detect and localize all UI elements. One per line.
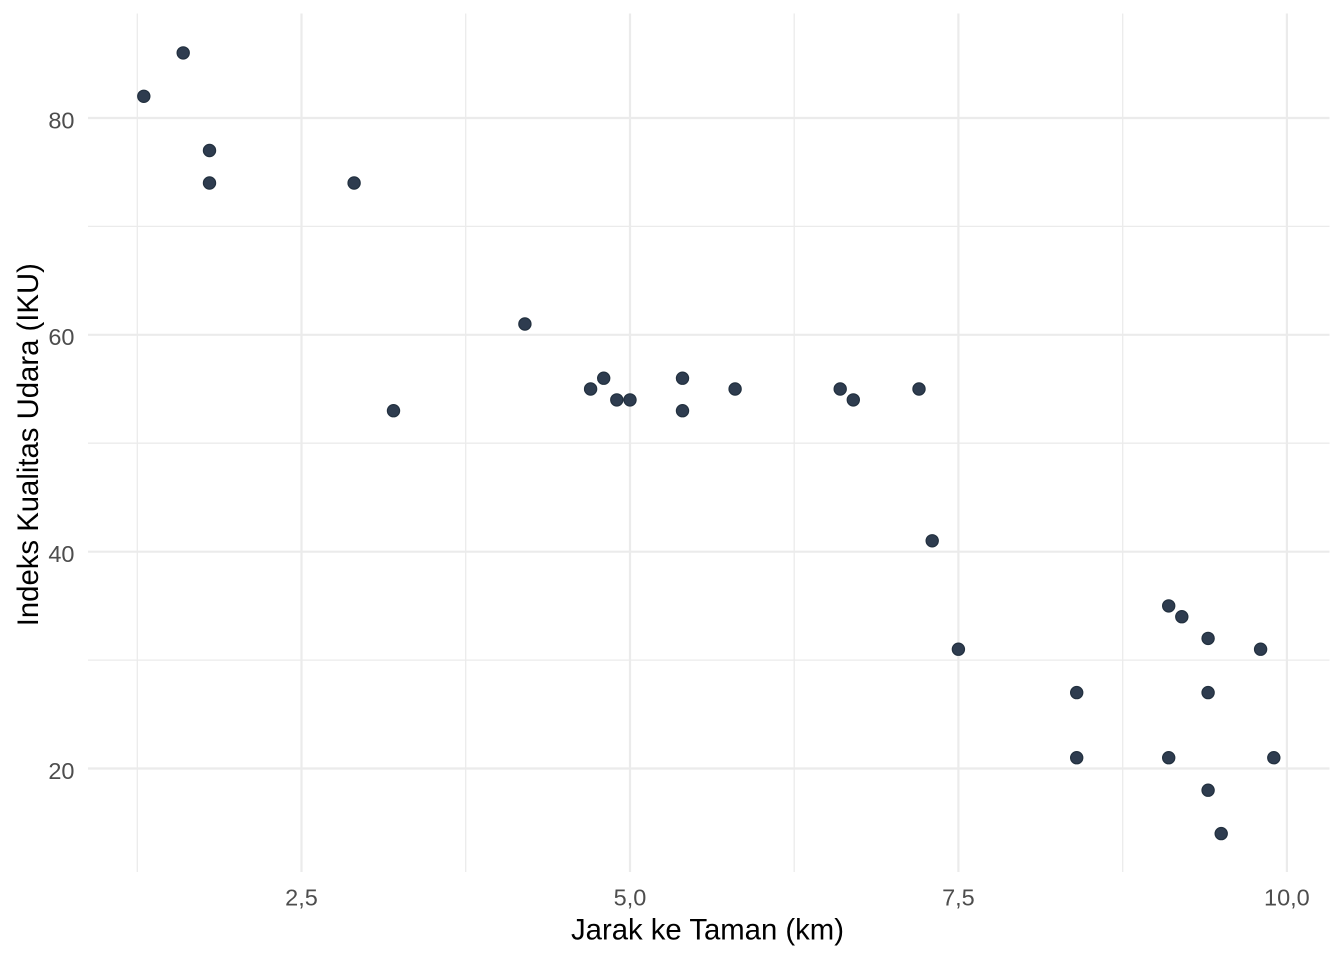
svg-text:40: 40: [48, 541, 74, 567]
svg-text:7,5: 7,5: [942, 885, 975, 911]
svg-text:5,0: 5,0: [614, 885, 647, 911]
svg-text:60: 60: [48, 324, 74, 350]
svg-text:Indeks Kualitas Udara (IKU): Indeks Kualitas Udara (IKU): [12, 263, 45, 626]
svg-text:20: 20: [48, 758, 74, 784]
svg-text:10,0: 10,0: [1264, 885, 1310, 911]
svg-text:Jarak ke Taman (km): Jarak ke Taman (km): [571, 913, 844, 946]
svg-text:2,5: 2,5: [285, 885, 318, 911]
svg-text:80: 80: [48, 107, 74, 133]
